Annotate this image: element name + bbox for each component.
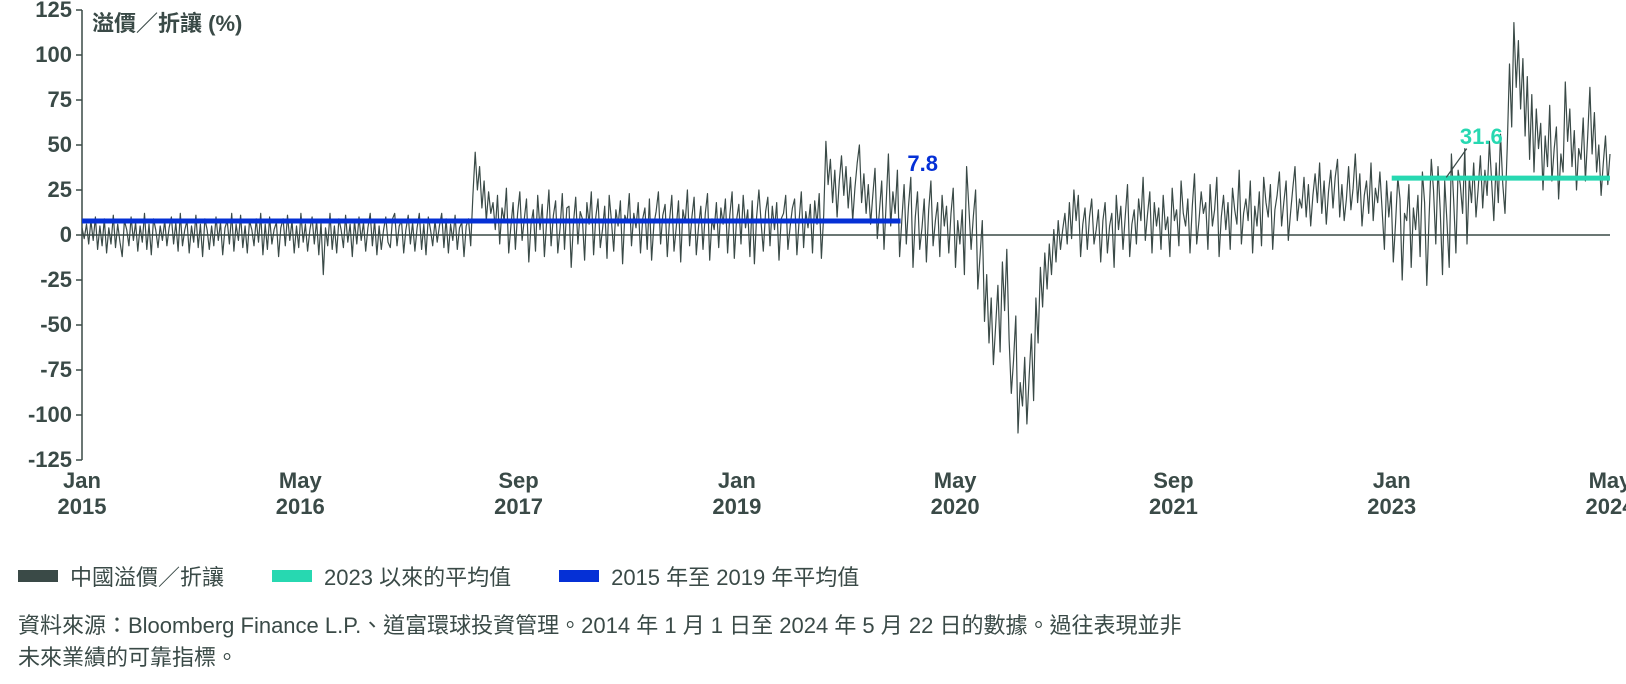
y-tick-label: -75 — [12, 357, 72, 383]
chart-container: 溢價／折讓 (%) -125-100-75-50-250255075100125… — [0, 0, 1626, 684]
x-tick-label: Jan 2023 — [1367, 468, 1416, 520]
source-footnote: 資料來源：Bloomberg Finance L.P.、道富環球投資管理。201… — [18, 610, 1198, 674]
legend-label: 2023 以來的平均值 — [324, 560, 511, 592]
x-tick-label: May 2024 — [1586, 468, 1626, 520]
legend-swatch — [559, 570, 599, 582]
y-tick-label: 0 — [12, 222, 72, 248]
x-tick-label: Sep 2021 — [1149, 468, 1198, 520]
legend-item: 中國溢價／折讓 — [18, 560, 224, 592]
y-axis-title: 溢價／折讓 (%) — [92, 6, 242, 38]
y-tick-label: 50 — [12, 132, 72, 158]
legend-swatch — [272, 570, 312, 582]
y-tick-label: 25 — [12, 177, 72, 203]
legend-swatch — [18, 570, 58, 582]
annotation-2023-avg: 31.6 — [1460, 124, 1503, 150]
legend-label: 中國溢價／折讓 — [70, 560, 224, 592]
y-tick-label: -25 — [12, 267, 72, 293]
y-tick-label: 100 — [12, 42, 72, 68]
x-tick-label: Jan 2015 — [58, 468, 107, 520]
x-tick-label: Sep 2017 — [494, 468, 543, 520]
legend-item: 2023 以來的平均值 — [272, 560, 511, 592]
x-tick-label: Jan 2019 — [712, 468, 761, 520]
y-tick-label: 125 — [12, 0, 72, 23]
y-tick-label: -100 — [12, 402, 72, 428]
x-tick-label: May 2016 — [276, 468, 325, 520]
y-tick-label: -50 — [12, 312, 72, 338]
legend-label: 2015 年至 2019 年平均值 — [611, 560, 859, 592]
x-tick-label: May 2020 — [931, 468, 980, 520]
y-tick-label: 75 — [12, 87, 72, 113]
legend: 中國溢價／折讓 2023 以來的平均值 2015 年至 2019 年平均值 — [18, 560, 859, 592]
annotation-2015-2019-avg: 7.8 — [907, 151, 938, 177]
legend-item: 2015 年至 2019 年平均值 — [559, 560, 859, 592]
